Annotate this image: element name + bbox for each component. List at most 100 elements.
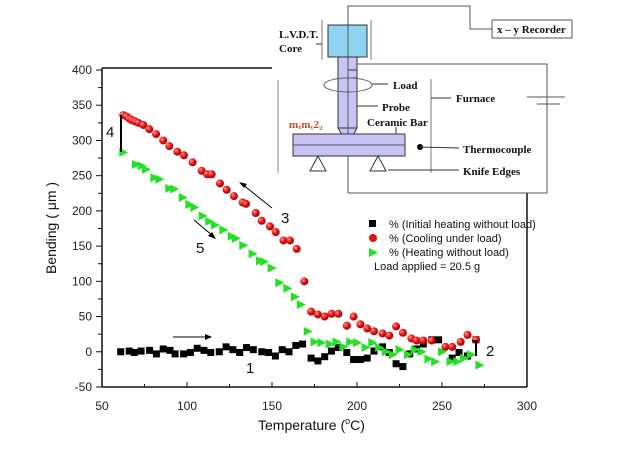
y-tick-label: -50 — [75, 380, 93, 394]
point-initial-heating — [350, 356, 358, 364]
point-heating — [475, 360, 485, 370]
y-tick-label: 400 — [72, 63, 92, 77]
point-initial-heating — [130, 348, 138, 356]
point-heating — [317, 338, 327, 348]
legend-label-initial-heating: % (Initial heating without load) — [389, 219, 536, 231]
point-heating — [150, 173, 160, 183]
point-heating — [368, 338, 378, 348]
arrow-1-head — [205, 334, 212, 340]
legend-marker-heating — [369, 248, 378, 257]
y-tick-label: 0 — [85, 345, 92, 359]
apparatus-diagram: x – y Recorder L.V.D.T. Core Load Probe … — [277, 5, 573, 194]
lvdt-label-line2: Core — [279, 43, 302, 55]
point-cooling — [229, 192, 238, 201]
point-cooling — [385, 331, 394, 340]
point-initial-heating — [215, 348, 223, 356]
point-cooling — [251, 209, 260, 218]
legend-note-load: Load applied = 20.5 g — [374, 261, 480, 273]
frame-wire — [348, 63, 548, 194]
point-heating — [185, 200, 195, 210]
point-initial-heating — [334, 344, 342, 352]
point-cooling — [448, 342, 457, 351]
recorder-wire — [347, 5, 492, 30]
legend-label-cooling: % (Cooling under load) — [389, 233, 502, 245]
point-initial-heating — [258, 348, 266, 356]
point-initial-heating — [186, 348, 194, 356]
point-cooling — [320, 312, 329, 321]
point-cooling — [370, 327, 378, 336]
point-initial-heating — [278, 346, 286, 354]
point-heating — [375, 343, 385, 353]
point-cooling — [145, 125, 154, 134]
thermocouple-label: Thermocouple — [463, 144, 532, 156]
point-heating — [424, 354, 434, 364]
arrow-3 — [241, 183, 273, 209]
point-cooling — [286, 236, 295, 245]
point-initial-heating — [435, 336, 443, 344]
point-initial-heating — [200, 346, 208, 354]
point-heating — [283, 283, 293, 293]
point-initial-heating — [448, 354, 456, 362]
x-tick-label: 200 — [347, 399, 367, 413]
annotations: 4 3 5 1 2 — [106, 115, 494, 377]
ticks: 50 100 150 200 250 300-5005010015020025030035… — [72, 63, 537, 413]
point-heating — [353, 338, 362, 348]
x-tick-label: 50 — [95, 399, 109, 413]
legend-marker-cooling — [369, 234, 377, 242]
data-points — [117, 111, 485, 371]
point-heating — [170, 184, 180, 194]
lvdt-label-line1: L.V.D.T. — [279, 29, 319, 41]
point-initial-heating — [180, 350, 188, 358]
point-initial-heating — [307, 354, 315, 362]
point-initial-heating — [399, 363, 407, 371]
point-initial-heating — [455, 348, 463, 356]
point-cooling — [222, 185, 231, 194]
point-cooling — [241, 199, 250, 208]
point-initial-heating — [271, 352, 279, 360]
point-cooling — [356, 320, 365, 329]
point-initial-heating — [152, 350, 160, 358]
point-initial-heating — [243, 344, 250, 352]
point-initial-heating — [125, 347, 133, 355]
point-cooling — [472, 335, 480, 344]
probe-label: Probe — [382, 102, 410, 114]
point-initial-heating — [236, 348, 244, 356]
point-heating — [404, 350, 413, 360]
point-cooling — [342, 321, 351, 330]
load-label: Load — [393, 80, 417, 92]
point-heating — [239, 240, 249, 250]
point-heating — [388, 350, 398, 360]
arrow-5-head — [208, 232, 216, 239]
thermocouple-pointer — [419, 146, 460, 149]
point-heating — [303, 326, 313, 336]
point-cooling — [139, 120, 148, 129]
point-initial-heating — [292, 341, 300, 349]
point-cooling — [441, 342, 450, 351]
point-heating — [205, 216, 215, 226]
point-initial-heating — [370, 347, 378, 355]
point-heating — [410, 345, 420, 355]
point-cooling — [334, 309, 343, 318]
y-tick-label: 300 — [72, 133, 92, 147]
point-cooling — [327, 309, 336, 318]
y-tick-label: 250 — [72, 169, 92, 183]
point-heating — [395, 345, 405, 355]
annotation-2: 2 — [486, 343, 494, 360]
point-heating — [381, 347, 391, 357]
point-cooling — [456, 337, 465, 346]
x-tick-label: 300 — [517, 399, 537, 413]
point-cooling — [349, 312, 358, 321]
legend-label-heating: % (Heating without load) — [389, 247, 509, 259]
point-cooling — [363, 324, 372, 333]
point-heating — [446, 357, 456, 367]
knife-edges-label: Knife Edges — [463, 166, 521, 178]
point-cooling — [179, 151, 188, 160]
point-initial-heating — [265, 348, 273, 356]
point-cooling — [152, 130, 161, 139]
recorder-box — [491, 19, 573, 39]
sample-label: mₓmᵧ2₂ — [289, 119, 323, 131]
point-heating — [260, 257, 270, 267]
point-initial-heating — [343, 348, 351, 356]
arrow-5 — [193, 219, 214, 237]
point-cooling — [463, 330, 472, 339]
